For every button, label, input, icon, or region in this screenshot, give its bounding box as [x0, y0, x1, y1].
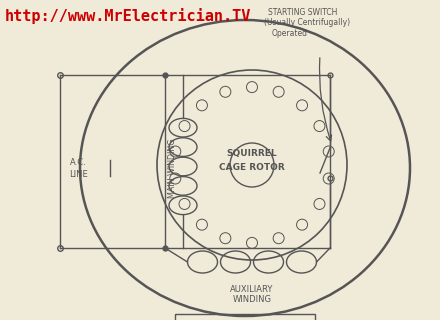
- Text: (Usually Centrifugally): (Usually Centrifugally): [264, 18, 350, 27]
- Text: STARTING SWITCH: STARTING SWITCH: [268, 8, 337, 17]
- Text: LINE: LINE: [69, 170, 88, 179]
- Text: http://www.MrElectrician.TV: http://www.MrElectrician.TV: [5, 8, 251, 24]
- Text: CAGE ROTOR: CAGE ROTOR: [219, 163, 285, 172]
- Text: AUXILIARY
WINDING: AUXILIARY WINDING: [230, 285, 274, 304]
- Text: MAIN WINDING: MAIN WINDING: [168, 138, 176, 198]
- Text: Operated: Operated: [272, 29, 308, 38]
- Text: SQUIRREL: SQUIRREL: [227, 148, 277, 157]
- Text: A.C.: A.C.: [70, 157, 86, 166]
- Bar: [175, 314, 315, 320]
